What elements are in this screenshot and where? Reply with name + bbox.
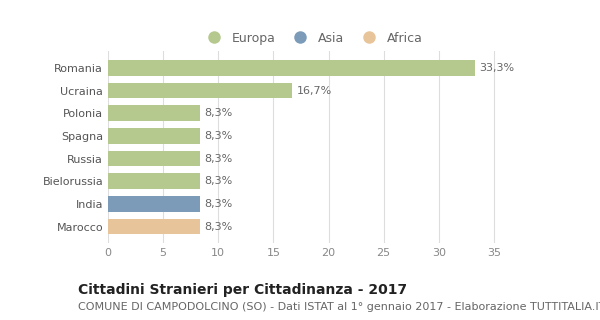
Bar xyxy=(108,128,200,144)
Legend: Europa, Asia, Africa: Europa, Asia, Africa xyxy=(196,27,427,50)
Text: 33,3%: 33,3% xyxy=(479,63,515,73)
Text: Cittadini Stranieri per Cittadinanza - 2017: Cittadini Stranieri per Cittadinanza - 2… xyxy=(78,283,407,297)
Text: COMUNE DI CAMPODOLCINO (SO) - Dati ISTAT al 1° gennaio 2017 - Elaborazione TUTTI: COMUNE DI CAMPODOLCINO (SO) - Dati ISTAT… xyxy=(78,302,600,312)
Text: 8,3%: 8,3% xyxy=(204,108,232,118)
Bar xyxy=(108,219,200,235)
Bar xyxy=(108,151,200,166)
Bar xyxy=(108,105,200,121)
Bar xyxy=(108,196,200,212)
Text: 8,3%: 8,3% xyxy=(204,221,232,232)
Bar xyxy=(108,173,200,189)
Text: 8,3%: 8,3% xyxy=(204,199,232,209)
Text: 8,3%: 8,3% xyxy=(204,131,232,141)
Bar xyxy=(108,83,292,99)
Text: 8,3%: 8,3% xyxy=(204,176,232,186)
Bar xyxy=(108,60,475,76)
Text: 8,3%: 8,3% xyxy=(204,154,232,164)
Text: 16,7%: 16,7% xyxy=(296,85,332,96)
